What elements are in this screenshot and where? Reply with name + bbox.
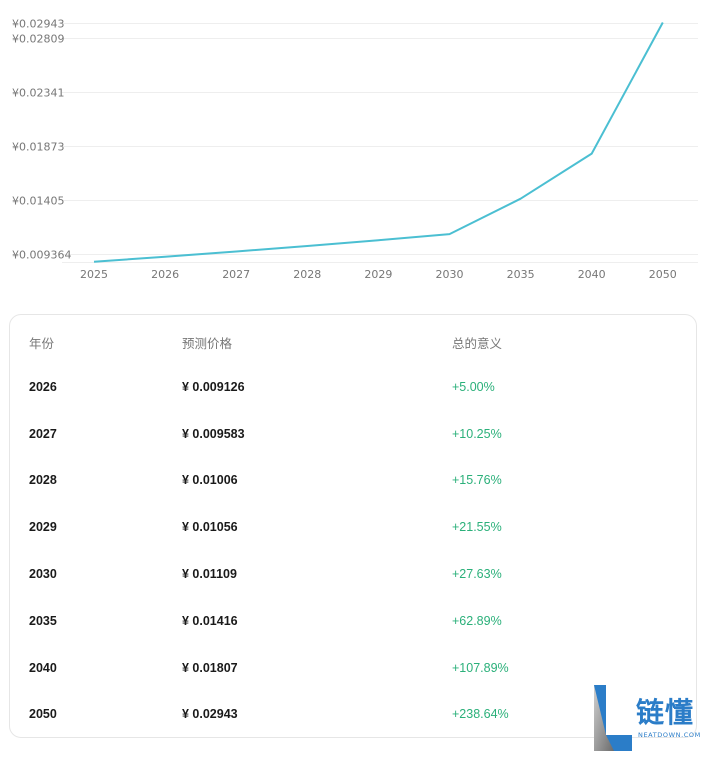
y-tick-label: ¥0.02943 bbox=[12, 18, 65, 31]
cell-change: +10.25% bbox=[452, 427, 502, 441]
cell-change: +107.89% bbox=[452, 661, 509, 675]
cell-change: +15.76% bbox=[452, 473, 502, 487]
cell-year: 2026 bbox=[29, 380, 57, 394]
table-row: 2040 ¥ 0.01807 +107.89% bbox=[10, 661, 696, 681]
cell-price: ¥ 0.01056 bbox=[182, 520, 238, 534]
y-tick-label: ¥0.009364 bbox=[12, 249, 72, 262]
header-change: 总的意义 bbox=[452, 336, 503, 351]
y-tick-label: ¥0.02341 bbox=[12, 87, 65, 100]
cell-year: 2030 bbox=[29, 567, 57, 581]
x-tick-label: 2027 bbox=[222, 268, 250, 281]
x-tick-label: 2050 bbox=[649, 268, 677, 281]
header-year: 年份 bbox=[29, 336, 55, 351]
table-row: 2030 ¥ 0.01109 +27.63% bbox=[10, 567, 696, 587]
logo-domain: NEATDOWN.COM bbox=[638, 731, 701, 739]
y-tick-label: ¥0.01873 bbox=[12, 141, 65, 154]
cell-change: +27.63% bbox=[452, 567, 502, 581]
cell-price: ¥ 0.02943 bbox=[182, 707, 238, 721]
line-chart-svg: ¥0.009364 ¥0.01405 ¥0.01873 ¥0.02341 ¥0.0280… bbox=[12, 18, 698, 281]
y-tick-label: ¥0.02809 bbox=[12, 33, 65, 46]
table-row: 2026 ¥ 0.009126 +5.00% bbox=[10, 380, 696, 400]
x-tick-label: 2040 bbox=[578, 268, 606, 281]
table-row: 2027 ¥ 0.009583 +10.25% bbox=[10, 427, 696, 447]
header-price: 预测价格 bbox=[182, 336, 233, 351]
cell-change: +21.55% bbox=[452, 520, 502, 534]
cell-price: ¥ 0.01006 bbox=[182, 473, 238, 487]
cell-change: +5.00% bbox=[452, 380, 495, 394]
x-tick-label: 2029 bbox=[364, 268, 392, 281]
logo-name: 链懂 bbox=[636, 696, 695, 729]
price-line bbox=[93, 22, 664, 263]
table-row: 2050 ¥ 0.02943 +238.64% bbox=[10, 707, 696, 727]
x-tick-label: 2030 bbox=[436, 268, 464, 281]
x-tick-label: 2026 bbox=[151, 268, 179, 281]
cell-year: 2040 bbox=[29, 661, 57, 675]
cell-price: ¥ 0.009126 bbox=[182, 380, 245, 394]
logo-l-icon bbox=[594, 685, 632, 751]
cell-price: ¥ 0.01109 bbox=[182, 567, 237, 581]
cell-change: +238.64% bbox=[452, 707, 509, 721]
cell-price: ¥ 0.01807 bbox=[182, 661, 238, 675]
cell-year: 2035 bbox=[29, 614, 57, 628]
forecast-table: 年份 预测价格 总的意义 2026 ¥ 0.009126 +5.00% 2027… bbox=[9, 314, 697, 738]
cell-change: +62.89% bbox=[452, 614, 502, 628]
table-header: 年份 预测价格 总的意义 bbox=[10, 333, 696, 353]
table-row: 2028 ¥ 0.01006 +15.76% bbox=[10, 473, 696, 493]
cell-year: 2027 bbox=[29, 427, 57, 441]
table-row: 2035 ¥ 0.01416 +62.89% bbox=[10, 614, 696, 634]
cell-year: 2050 bbox=[29, 707, 57, 721]
cell-price: ¥ 0.01416 bbox=[182, 614, 238, 628]
price-forecast-chart: ¥0.009364 ¥0.01405 ¥0.01873 ¥0.02341 ¥0.0280… bbox=[0, 0, 707, 300]
cell-price: ¥ 0.009583 bbox=[182, 427, 245, 441]
table-row: 2029 ¥ 0.01056 +21.55% bbox=[10, 520, 696, 540]
x-tick-label: 2025 bbox=[80, 268, 108, 281]
y-tick-label: ¥0.01405 bbox=[12, 195, 65, 208]
x-tick-label: 2028 bbox=[293, 268, 321, 281]
cell-year: 2028 bbox=[29, 473, 57, 487]
cell-year: 2029 bbox=[29, 520, 57, 534]
x-tick-label: 2035 bbox=[507, 268, 535, 281]
watermark-logo: 链懂 NEATDOWN.COM bbox=[592, 683, 707, 753]
